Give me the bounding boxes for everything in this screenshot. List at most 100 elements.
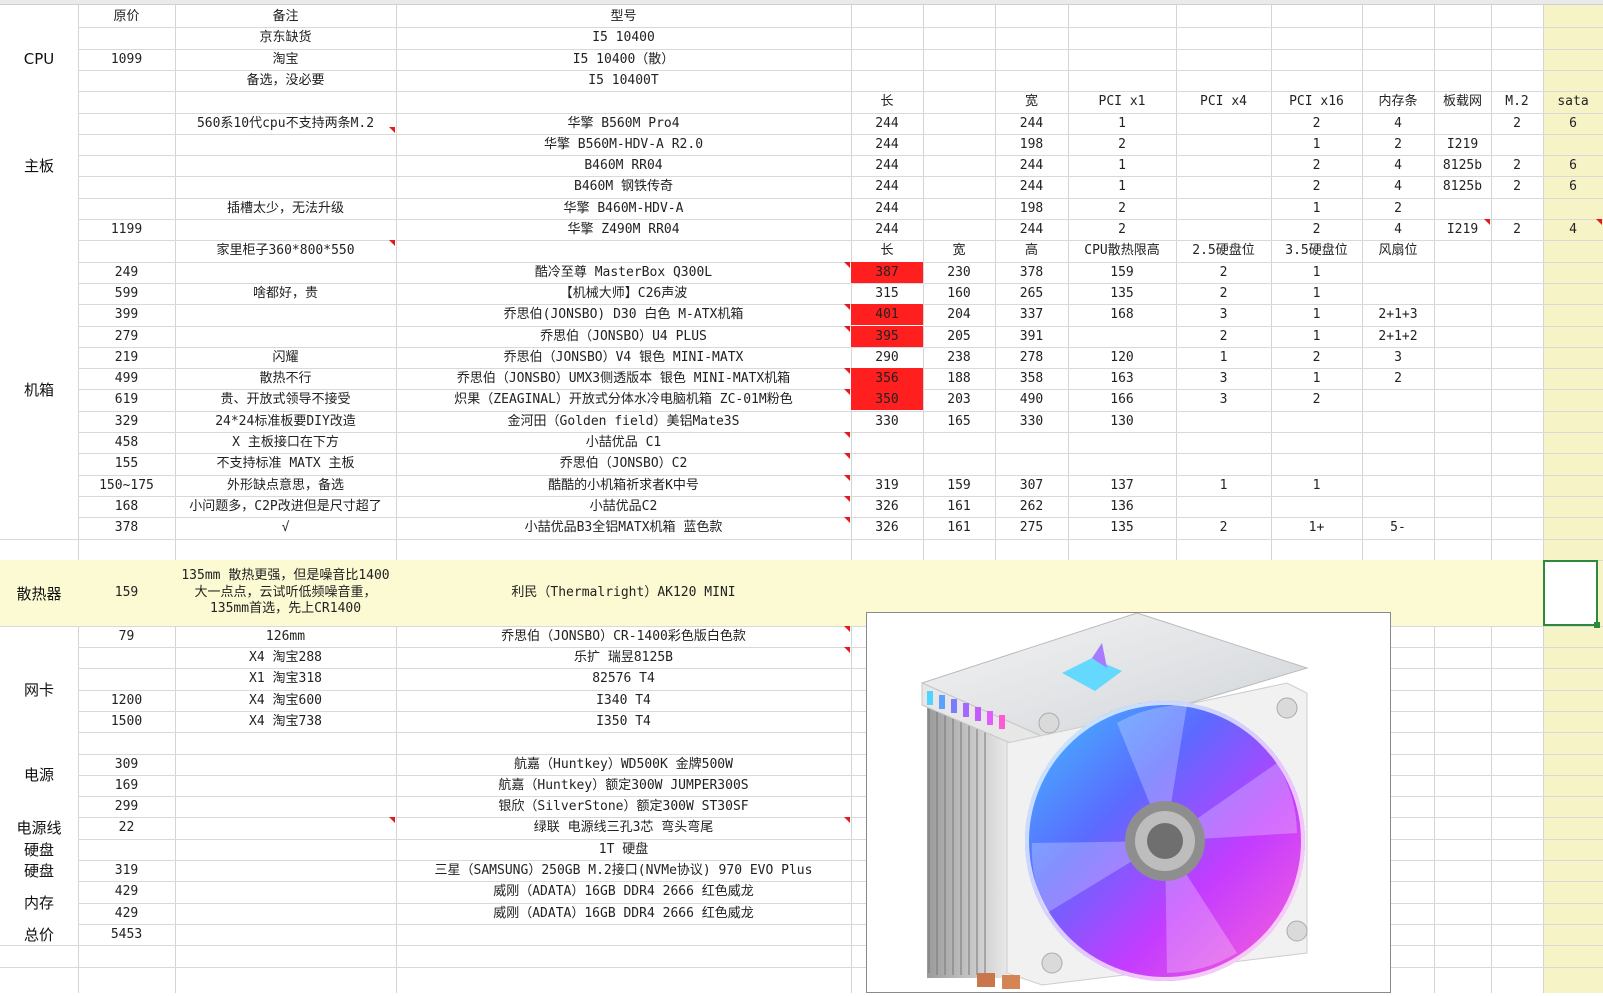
motherboard-memory-slots[interactable]: 4 [1394, 178, 1402, 194]
nic-price[interactable]: 1500 [110, 713, 143, 729]
category-cooler[interactable]: 散热器 [0, 560, 78, 626]
motherboard-price[interactable] [78, 198, 175, 219]
motherboard-note[interactable] [175, 219, 396, 240]
case-model[interactable]: 乔思伯（JONSBO）V4 银色 MINI-MATX [503, 349, 744, 365]
motherboard-width[interactable]: 244 [1019, 221, 1044, 237]
case-spec-header[interactable]: 高 [1024, 242, 1038, 258]
motherboard-onboard-lan[interactable]: 8125b [1442, 178, 1483, 194]
case-3-5-bays[interactable] [1271, 496, 1362, 517]
case-height[interactable]: 265 [1019, 285, 1044, 301]
case-price[interactable]: 399 [114, 306, 139, 322]
case-width[interactable]: 230 [947, 264, 971, 280]
cpu-price[interactable]: 1099 [110, 51, 143, 67]
case-width[interactable]: 165 [947, 413, 971, 429]
motherboard-pci-x1[interactable]: 1 [1118, 178, 1126, 194]
case-height[interactable]: 378 [1019, 264, 1044, 280]
nic-price[interactable] [78, 668, 175, 689]
motherboard-length[interactable]: 244 [875, 157, 899, 173]
case-cooler-limit[interactable]: 168 [1110, 306, 1134, 322]
case-3-5-bays[interactable]: 1 [1312, 328, 1321, 344]
cooler-note[interactable]: 135mm 散热更强，但是噪音比1400大一点点，云试听低频噪音重，135mm首… [181, 567, 390, 617]
motherboard-length[interactable]: 244 [875, 115, 899, 131]
misc-price[interactable]: 22 [118, 819, 135, 835]
motherboard-pci-x1[interactable]: 1 [1118, 157, 1126, 173]
misc-price[interactable] [78, 839, 175, 860]
motherboard-pci-x1[interactable]: 1 [1118, 115, 1126, 131]
case-height[interactable]: 337 [1019, 306, 1044, 322]
cpu-note[interactable]: 备选，没必要 [246, 72, 325, 88]
motherboard-m2[interactable] [1491, 134, 1543, 155]
case-2-5-bays[interactable]: 2 [1219, 285, 1228, 301]
motherboard-pci-x4[interactable] [1176, 219, 1271, 240]
motherboard-memory-slots[interactable]: 2 [1394, 136, 1402, 152]
memory-price[interactable]: 429 [114, 883, 139, 899]
case-width[interactable] [923, 453, 995, 474]
memory-price[interactable]: 429 [114, 905, 139, 921]
comment-indicator-icon[interactable] [844, 326, 850, 332]
motherboard-width[interactable]: 198 [1019, 200, 1044, 216]
psu-model[interactable]: 航嘉（Huntkey）额定300W JUMPER300S [498, 777, 749, 793]
motherboard-memory-slots[interactable]: 4 [1394, 221, 1402, 237]
case-2-5-bays[interactable]: 2 [1219, 519, 1228, 535]
memory-note[interactable] [175, 903, 396, 924]
case-note[interactable] [175, 326, 396, 347]
motherboard-length[interactable]: 244 [875, 136, 899, 152]
motherboard-m2[interactable]: 2 [1513, 221, 1521, 237]
motherboard-spec-header[interactable]: 板载网 [1442, 93, 1482, 109]
motherboard-price[interactable] [78, 134, 175, 155]
motherboard-onboard-lan[interactable]: I219 [1446, 136, 1479, 152]
case-2-5-bays[interactable]: 1 [1219, 477, 1228, 493]
motherboard-pci-x16[interactable]: 2 [1312, 115, 1321, 131]
case-model[interactable]: 小喆优品B3全铝MATX机箱 蓝色款 [524, 519, 723, 535]
motherboard-model[interactable]: B460M RR04 [584, 157, 663, 173]
case-length[interactable]: 319 [875, 477, 899, 493]
case-2-5-bays[interactable] [1176, 432, 1271, 453]
motherboard-price[interactable] [78, 113, 175, 134]
motherboard-m2[interactable] [1491, 198, 1543, 219]
motherboard-onboard-lan[interactable]: I219 [1446, 221, 1479, 237]
motherboard-width[interactable]: 244 [1019, 115, 1044, 131]
category-total[interactable]: 总价 [0, 924, 78, 945]
motherboard-note[interactable] [175, 155, 396, 176]
case-note[interactable]: 散热不行 [259, 370, 312, 386]
comment-indicator-icon[interactable] [844, 496, 850, 502]
total-price[interactable]: 5453 [110, 926, 143, 942]
case-fan-slots[interactable]: 2+1+3 [1378, 306, 1418, 322]
memory-model[interactable]: 威刚（ADATA）16GB DDR4 2666 红色威龙 [493, 883, 754, 899]
case-2-5-bays[interactable]: 3 [1219, 370, 1228, 386]
memory-note[interactable] [175, 881, 396, 902]
case-3-5-bays[interactable]: 1 [1312, 264, 1321, 280]
motherboard-length[interactable]: 244 [875, 221, 899, 237]
case-2-5-bays[interactable]: 3 [1219, 306, 1228, 322]
motherboard-model[interactable]: 华擎 B460M-HDV-A [563, 200, 684, 216]
nic-model[interactable]: 82576 T4 [592, 670, 655, 686]
motherboard-spec-header[interactable]: 宽 [1024, 93, 1038, 109]
nic-model[interactable]: I340 T4 [596, 692, 651, 708]
misc-model[interactable]: 三星（SAMSUNG）250GB M.2接口(NVMe协议) 970 EVO P… [434, 862, 813, 878]
motherboard-pci-x4[interactable] [1176, 176, 1271, 197]
case-spec-header[interactable]: 风扇位 [1378, 242, 1418, 258]
case-note[interactable]: √ [281, 519, 290, 535]
case-height[interactable]: 262 [1019, 498, 1044, 514]
case-spec-header[interactable]: 宽 [952, 242, 966, 258]
case-model[interactable]: 小喆优品C2 [589, 498, 658, 514]
case-spec-header[interactable]: CPU散热限高 [1084, 242, 1160, 258]
cooler-model[interactable]: 乔思伯（JONSBO）CR-1400彩色版白色款 [501, 628, 746, 644]
case-3-5-bays[interactable] [1271, 432, 1362, 453]
case-height[interactable]: 307 [1019, 477, 1044, 493]
category-misc[interactable]: 硬盘 [0, 860, 78, 881]
motherboard-m2[interactable]: 2 [1513, 115, 1521, 131]
case-width[interactable]: 161 [947, 498, 971, 514]
case-note[interactable]: 小问题多，C2P改进但是尺寸超了 [189, 498, 382, 514]
cpu-model[interactable]: I5 10400 [592, 29, 655, 45]
comment-indicator-icon[interactable] [844, 304, 850, 310]
case-price[interactable]: 249 [114, 264, 139, 280]
case-width[interactable]: 203 [947, 391, 971, 407]
case-3-5-bays[interactable] [1271, 453, 1362, 474]
motherboard-note[interactable]: 560系10代cpu不支持两条M.2 [196, 115, 375, 131]
misc-model[interactable]: 1T 硬盘 [598, 841, 649, 857]
case-note[interactable]: 贵、开放式领导不接受 [220, 391, 351, 407]
case-length[interactable] [851, 432, 923, 453]
motherboard-price[interactable] [78, 176, 175, 197]
